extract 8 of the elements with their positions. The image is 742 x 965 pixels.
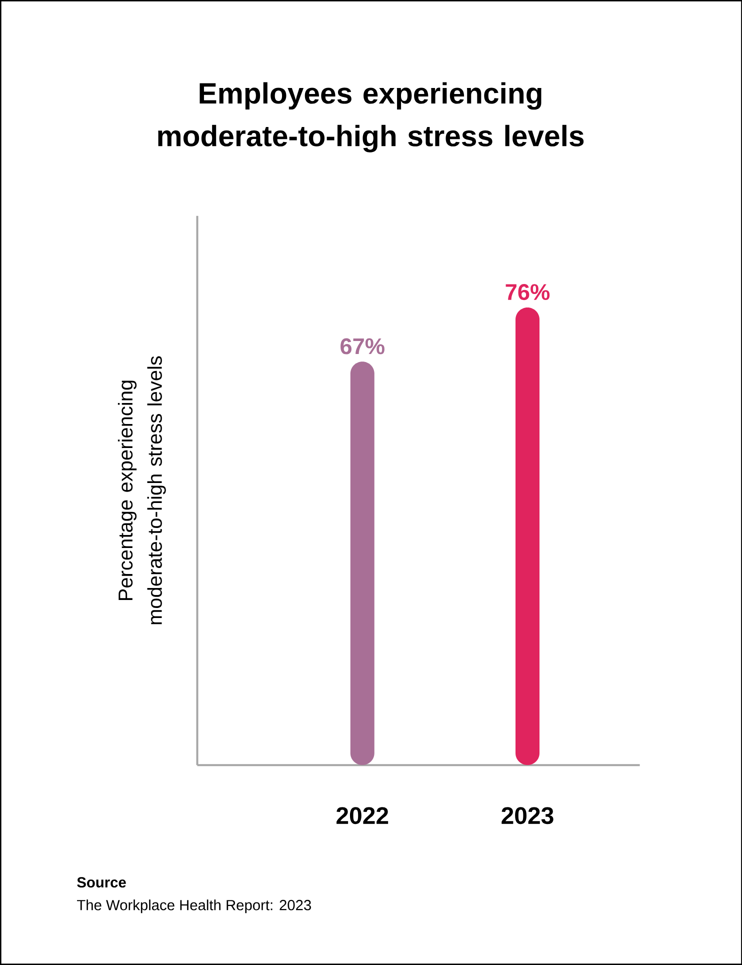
data-label: 67% [340,338,384,354]
y-axis-title: Percentage experiencing moderate-to-high stress levels [118,356,166,624]
data-label: 76% [506,284,550,300]
chart-title: Employees experiencing moderate-to-high stress levels [158,82,584,152]
text: The Workplace Health Report: 2023 [76,900,311,914]
x-tick-label: 2023 [501,807,554,824]
text: Source [76,877,126,888]
x-tick-label: 2022 [336,807,388,824]
